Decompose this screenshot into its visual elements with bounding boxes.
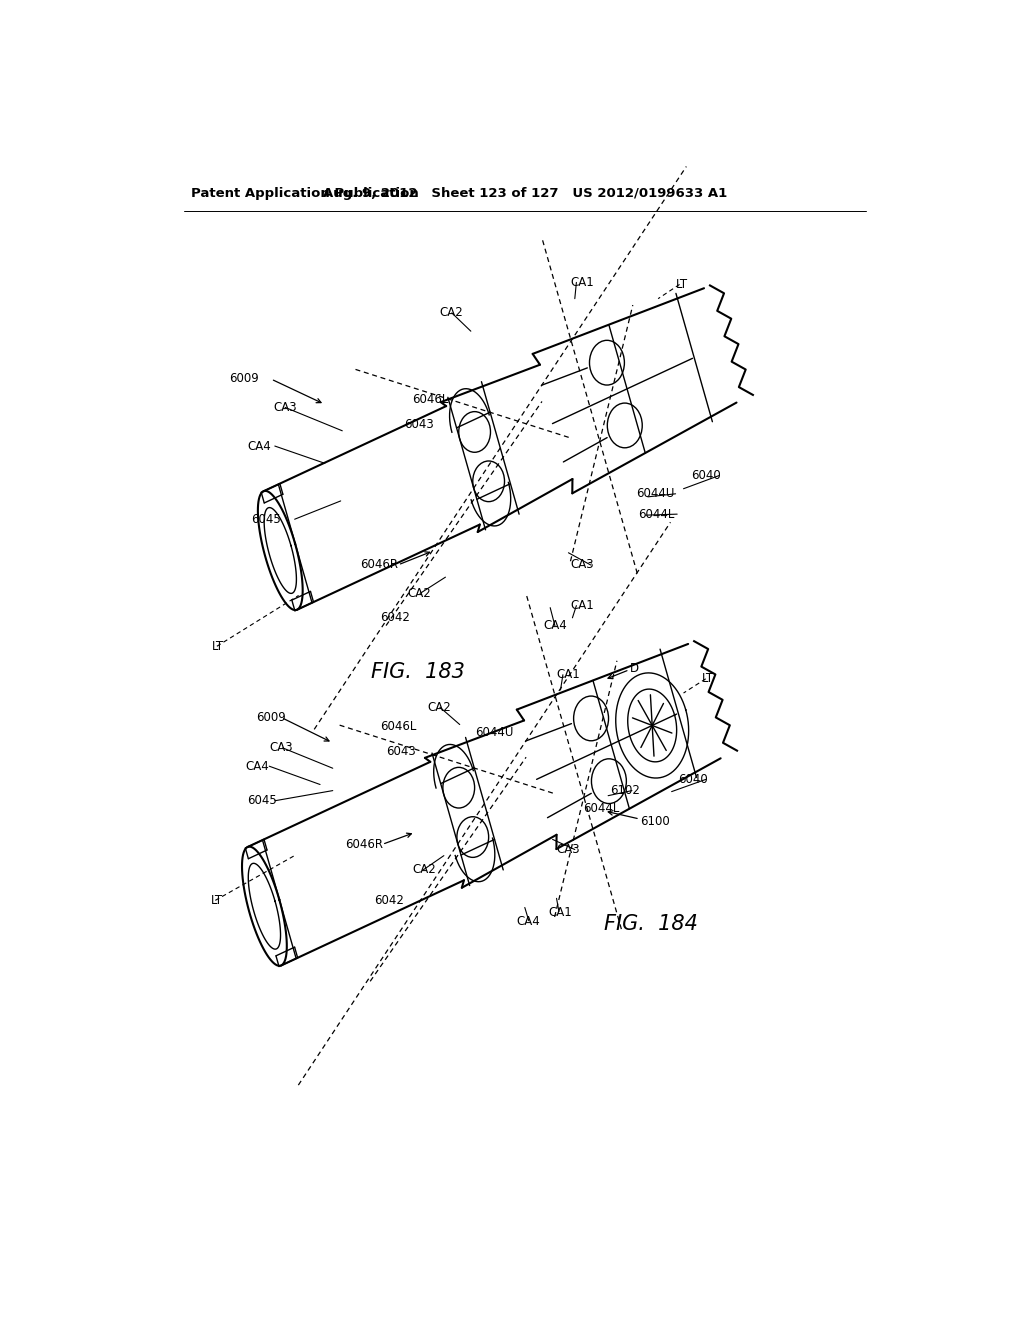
Text: LT: LT: [212, 640, 224, 653]
Text: CA3: CA3: [557, 843, 581, 857]
Text: LT: LT: [701, 672, 714, 685]
Text: 6040: 6040: [678, 774, 708, 785]
Text: 6046R: 6046R: [345, 838, 383, 851]
Text: LT: LT: [676, 279, 688, 290]
Text: CA1: CA1: [570, 599, 595, 612]
Text: 6045: 6045: [251, 512, 281, 525]
Text: 6046L: 6046L: [380, 721, 417, 733]
Text: 6044L: 6044L: [638, 508, 675, 520]
Text: CA2: CA2: [408, 587, 431, 599]
Text: 6043: 6043: [404, 418, 434, 432]
Text: D: D: [630, 663, 639, 675]
Text: CA4: CA4: [247, 440, 270, 453]
Text: 6009: 6009: [229, 372, 259, 385]
Text: Patent Application Publication: Patent Application Publication: [191, 187, 419, 201]
Text: CA3: CA3: [269, 742, 293, 755]
Text: 6009: 6009: [257, 711, 287, 723]
Text: 6043: 6043: [386, 746, 416, 759]
Text: CA3: CA3: [273, 401, 297, 414]
Text: 6045: 6045: [247, 795, 276, 808]
Text: 6040: 6040: [691, 469, 721, 482]
Text: CA2: CA2: [412, 863, 436, 876]
Text: 6046R: 6046R: [359, 558, 397, 572]
Text: 6044U: 6044U: [636, 487, 674, 500]
Text: CA1: CA1: [557, 668, 581, 681]
Text: CA1: CA1: [570, 276, 594, 289]
Text: 6042: 6042: [380, 611, 411, 624]
Text: 6042: 6042: [374, 894, 403, 907]
Text: CA4: CA4: [543, 619, 567, 632]
Text: Aug. 9, 2012   Sheet 123 of 127   US 2012/0199633 A1: Aug. 9, 2012 Sheet 123 of 127 US 2012/01…: [323, 187, 727, 201]
Text: CA1: CA1: [549, 906, 572, 919]
Text: CA4: CA4: [517, 915, 541, 928]
Text: CA2: CA2: [439, 306, 463, 319]
Text: 6100: 6100: [640, 814, 670, 828]
Text: 6044L: 6044L: [583, 803, 620, 816]
Text: FIG.  184: FIG. 184: [604, 913, 698, 933]
Text: FIG.  183: FIG. 183: [371, 661, 465, 681]
Text: LT: LT: [211, 894, 222, 907]
Text: 6102: 6102: [609, 784, 640, 797]
Text: 6046L: 6046L: [412, 393, 449, 405]
Text: CA3: CA3: [570, 558, 595, 572]
Text: CA4: CA4: [246, 760, 269, 772]
Text: CA2: CA2: [427, 701, 451, 714]
Text: 6044U: 6044U: [475, 726, 514, 739]
